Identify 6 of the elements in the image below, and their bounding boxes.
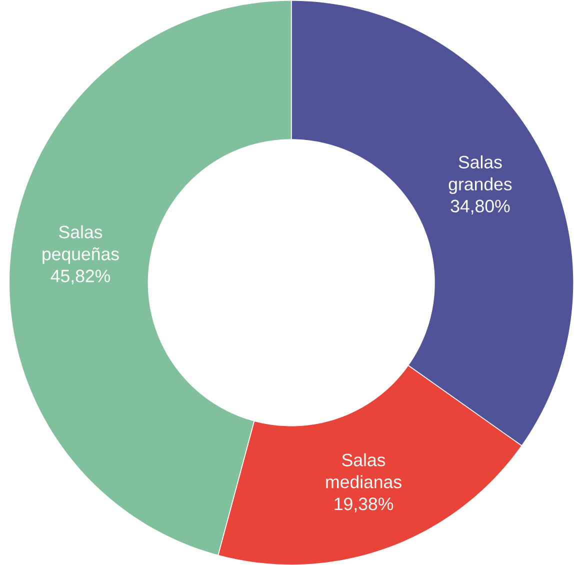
slice-label: Salas grandes <box>448 155 512 194</box>
slice-label: Salas medianas <box>326 453 402 488</box>
data-label: 45,82% <box>50 269 110 284</box>
data-label: 34,80% <box>450 200 510 214</box>
data-label: 19,38% <box>334 497 394 512</box>
slice-label: Salas pequeñas <box>42 225 119 264</box>
